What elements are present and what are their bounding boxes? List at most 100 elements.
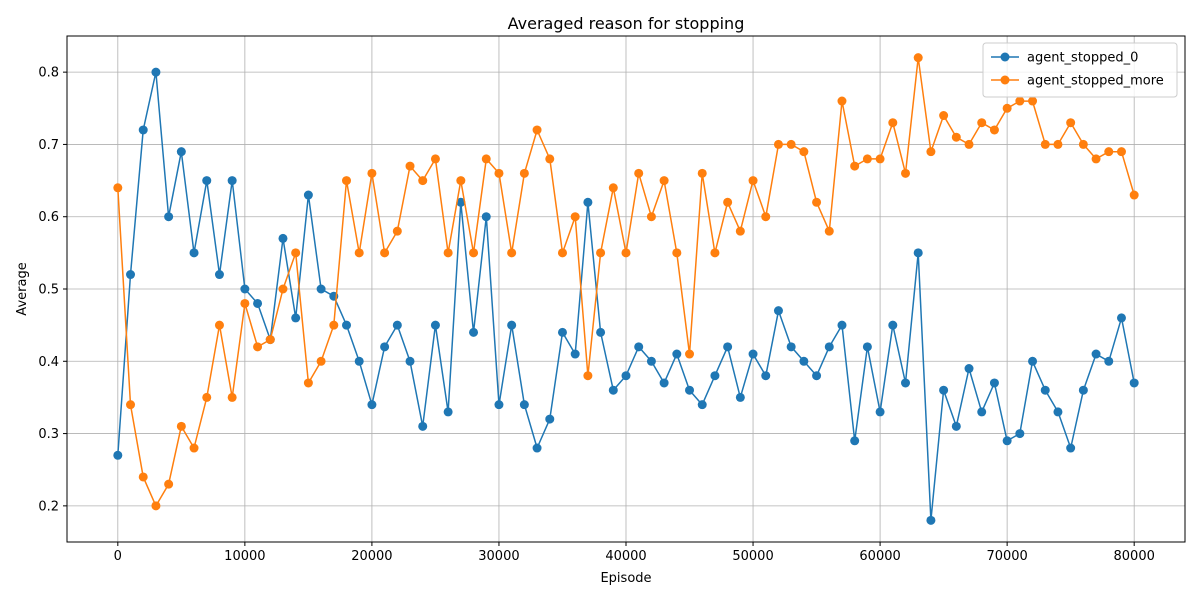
data-point: [1091, 154, 1101, 164]
data-point: [621, 248, 631, 258]
x-tick-label: 20000: [351, 549, 392, 564]
x-tick-label: 30000: [478, 549, 519, 564]
data-point: [951, 421, 961, 431]
data-point: [380, 248, 390, 258]
data-point: [557, 248, 567, 258]
data-point: [138, 472, 148, 482]
data-point: [507, 248, 517, 258]
data-point: [342, 320, 351, 330]
data-point: [405, 161, 415, 171]
data-point: [773, 306, 783, 316]
y-tick-label: 0.8: [38, 66, 59, 81]
data-point: [913, 53, 923, 63]
x-tick-label: 70000: [986, 549, 1027, 564]
data-point: [913, 248, 923, 258]
data-point: [303, 190, 313, 200]
data-point: [570, 349, 580, 359]
data-point: [799, 356, 809, 366]
data-point: [735, 226, 745, 236]
data-point: [1028, 356, 1038, 366]
data-point: [545, 154, 555, 164]
legend-marker: [1000, 52, 1010, 62]
data-point: [532, 443, 542, 453]
data-point: [202, 176, 212, 186]
data-point: [989, 378, 999, 388]
data-point: [1066, 118, 1076, 128]
data-point: [723, 197, 733, 207]
data-point: [342, 176, 351, 186]
data-point: [1116, 313, 1126, 323]
data-point: [253, 298, 263, 308]
data-point: [392, 320, 402, 330]
data-point: [1129, 378, 1139, 388]
data-point: [964, 139, 974, 149]
data-point: [214, 320, 224, 330]
data-point: [1104, 147, 1114, 157]
data-point: [227, 392, 237, 402]
x-axis: 0 10000 20000 30000 40000 50000 60000 70000 8000…: [114, 542, 1155, 564]
data-point: [545, 414, 555, 424]
data-point: [977, 118, 987, 128]
data-point: [989, 125, 999, 135]
data-point: [1078, 385, 1088, 395]
data-point: [862, 342, 872, 352]
data-point: [240, 284, 250, 294]
data-point: [151, 67, 161, 77]
data-point: [405, 356, 415, 366]
data-point: [1053, 139, 1063, 149]
data-point: [202, 392, 212, 402]
data-point: [443, 248, 453, 258]
data-point: [176, 421, 186, 431]
data-point: [901, 168, 910, 178]
data-point: [227, 176, 237, 186]
data-point: [380, 342, 390, 352]
data-point: [291, 313, 301, 323]
data-point: [939, 111, 949, 121]
data-point: [926, 147, 936, 157]
data-point: [1129, 190, 1139, 200]
data-point: [1066, 443, 1076, 453]
data-point: [1053, 407, 1063, 417]
data-point: [596, 248, 606, 258]
data-point: [240, 298, 250, 308]
y-axis-label: Average: [15, 262, 30, 315]
data-point: [303, 378, 313, 388]
data-point: [862, 154, 872, 164]
data-point: [494, 400, 504, 410]
data-point: [824, 342, 834, 352]
data-point: [481, 154, 491, 164]
data-point: [113, 450, 123, 460]
data-point: [316, 356, 326, 366]
data-point: [126, 270, 136, 280]
y-axis: 0.2 0.3 0.4 0.5 0.6 0.7 0.8: [38, 66, 67, 514]
data-point: [926, 515, 936, 525]
series-agent_stopped_more: [113, 53, 1139, 511]
data-point: [481, 212, 491, 222]
data-point: [1040, 385, 1050, 395]
data-point: [164, 479, 174, 489]
data-point: [799, 147, 809, 157]
data-point: [456, 176, 466, 186]
data-point: [494, 168, 504, 178]
data-point: [138, 125, 148, 135]
data-point: [278, 284, 288, 294]
data-point: [837, 96, 847, 106]
data-point: [697, 168, 707, 178]
data-point: [685, 349, 695, 359]
data-point: [1040, 139, 1050, 149]
y-tick-label: 0.2: [38, 499, 59, 514]
y-tick-label: 0.7: [38, 138, 59, 153]
data-point: [659, 378, 669, 388]
data-point: [113, 183, 123, 193]
data-point: [761, 212, 771, 222]
data-point: [329, 320, 339, 330]
data-point: [354, 356, 364, 366]
data-point: [189, 248, 199, 258]
data-point: [1028, 96, 1038, 106]
data-point: [608, 183, 618, 193]
data-point: [824, 226, 834, 236]
data-point: [316, 284, 326, 294]
data-point: [646, 212, 656, 222]
data-point: [583, 197, 593, 207]
